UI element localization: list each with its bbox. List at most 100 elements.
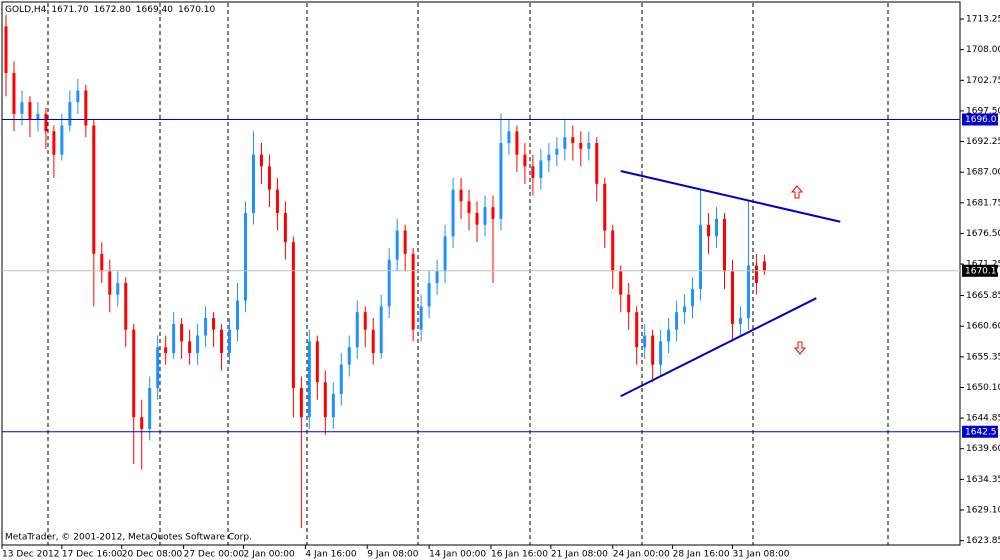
candle-body <box>555 148 559 155</box>
candle-body <box>523 154 527 167</box>
candle-body <box>164 347 168 354</box>
candle-body <box>491 207 495 219</box>
candle-body <box>331 393 335 418</box>
candle-body <box>124 283 128 330</box>
candle-body <box>140 417 144 429</box>
candle-body <box>60 125 64 155</box>
candle-body <box>4 26 8 73</box>
y-tick-label: 1660.60 <box>966 322 1000 332</box>
x-tick-label: 16 Jan 16:00 <box>491 550 548 560</box>
candle-body <box>148 388 152 429</box>
candle-body <box>643 335 647 348</box>
x-tick-label: 21 Jan 08:00 <box>551 550 608 560</box>
candle-body <box>267 166 271 190</box>
candle-body <box>44 113 48 132</box>
footer: MetaTrader, © 2001-2012, MetaQuotes Soft… <box>5 533 252 543</box>
price-label-box <box>962 264 998 277</box>
candle-body <box>467 201 471 214</box>
header-item: 1671.70 <box>51 5 88 15</box>
x-tick-label: 4 Jan 16:00 <box>305 550 357 560</box>
y-tick-label: 1639.60 <box>966 444 1000 454</box>
header-item: 1672.80 <box>94 5 131 15</box>
candle-body <box>379 306 383 354</box>
candle-body <box>347 347 351 365</box>
price-label: 1670.10 <box>965 266 1000 276</box>
candle-body <box>707 224 711 237</box>
x-tick-label: 28 Jan 16:00 <box>673 550 730 560</box>
candle-body <box>587 143 591 149</box>
candle-body <box>92 125 96 254</box>
candle-body <box>571 137 575 144</box>
candle-body <box>116 283 120 295</box>
candle-body <box>754 265 758 284</box>
candle-body <box>635 312 639 348</box>
candle-body <box>100 253 104 272</box>
y-tick-label: 1702.75 <box>966 76 1000 86</box>
candle-body <box>180 323 184 342</box>
candle-body <box>762 261 766 271</box>
x-tick-label: 2 Jan 00:00 <box>243 550 295 560</box>
candle-body <box>691 288 695 307</box>
candle-body <box>435 271 439 284</box>
candle-body <box>291 242 295 389</box>
candle-body <box>659 341 663 365</box>
candle-body <box>251 154 255 214</box>
candle-body <box>507 131 511 144</box>
candle-body <box>52 131 56 155</box>
candle-body <box>699 224 703 289</box>
candle-body <box>419 306 423 330</box>
candle-body <box>539 160 543 179</box>
header-item: GOLD,H4 <box>5 5 47 15</box>
candle-body <box>20 102 24 114</box>
y-tick-label: 1697.50 <box>966 106 1000 116</box>
price-label-box <box>962 113 998 126</box>
candle-body <box>84 90 88 126</box>
candle-body <box>204 318 208 336</box>
x-tick-label: 9 Jan 08:00 <box>367 550 419 560</box>
candle-body <box>667 329 671 342</box>
candle-body <box>108 271 112 295</box>
candle-body <box>355 312 359 348</box>
candle-body <box>411 253 415 330</box>
candle-body <box>283 213 287 243</box>
candle-body <box>188 341 192 354</box>
trend-line <box>620 170 841 223</box>
header-item: 1670.10 <box>178 5 215 15</box>
y-tick-label: 1681.75 <box>966 198 1000 208</box>
x-tick-label: 20 Dec 08:00 <box>122 550 183 560</box>
y-tick-label: 1644.85 <box>966 414 1000 424</box>
price-label: 1696.03 <box>965 115 1000 125</box>
price-label-box <box>962 425 998 438</box>
candle-body <box>315 341 319 383</box>
candle-body <box>722 218 726 272</box>
candle-body <box>323 382 327 418</box>
header: GOLD,H4 1671.70 1672.80 1669.40 1670.10 <box>5 5 216 15</box>
candle-body <box>243 213 247 301</box>
candle-body <box>28 102 32 120</box>
candle-body <box>595 143 599 184</box>
candle-body <box>36 113 40 120</box>
y-tick-label: 1634.35 <box>966 475 1000 485</box>
candle-body <box>371 329 375 354</box>
candle-body <box>715 218 719 237</box>
candle-body <box>363 312 367 330</box>
candle-body <box>683 306 687 313</box>
down-arrow <box>793 341 807 355</box>
candle-body <box>619 271 623 295</box>
candle-body <box>132 329 136 418</box>
x-tick-label: 17 Dec 16:00 <box>62 550 123 560</box>
candle-body <box>531 166 535 179</box>
candle-body <box>627 294 631 313</box>
trend-line <box>620 297 817 398</box>
candle-body <box>395 230 399 260</box>
candle-body <box>275 189 279 214</box>
candle-body <box>212 318 216 330</box>
candle-body <box>475 213 479 225</box>
up-arrow <box>790 185 804 199</box>
y-tick-label: 1650.10 <box>966 383 1000 393</box>
candle-body <box>603 183 607 231</box>
y-tick-label: 1692.25 <box>966 137 1000 147</box>
candle-body <box>196 335 200 354</box>
candle-body <box>339 364 343 394</box>
